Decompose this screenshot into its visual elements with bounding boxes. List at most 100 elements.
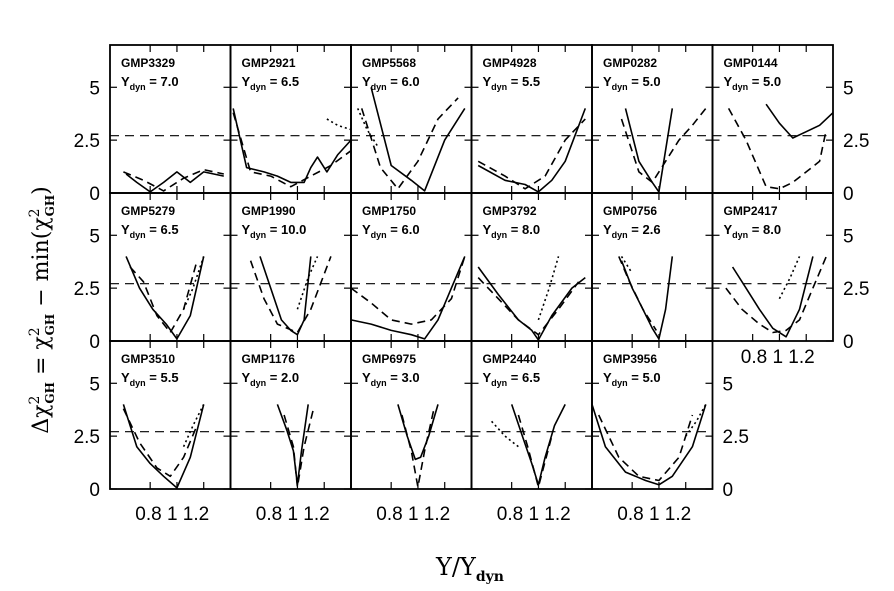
series-dotted [620, 255, 633, 274]
panel-tdyn: Υdyn = 10.0 [242, 222, 307, 240]
y-tick-label: 2.5 [74, 279, 100, 300]
y-tick-label: 0 [89, 332, 100, 353]
x-tick-labels: 0.8 1 1.2 [376, 504, 450, 525]
panel-GMP2921: GMP2921 Υdyn = 6.5 [229, 44, 352, 194]
panel-tdyn: Υdyn = 5.5 [483, 74, 541, 92]
x-tick-labels: 0.8 1 1.2 [135, 504, 209, 525]
panel-tdyn: Υdyn = 6.5 [483, 370, 541, 388]
series-dashed [249, 256, 332, 334]
y-tick-label-right: 2.5 [843, 131, 869, 152]
series-dashed [620, 107, 707, 184]
panel-GMP1990: GMP1990 Υdyn = 10.0 [229, 192, 352, 342]
panel-name: GMP2417 [724, 204, 778, 218]
panel-GMP1176: GMP1176 Υdyn = 2.0 0.8 1 1.2 [229, 340, 352, 525]
x-tick-labels-top: 0.8 1 1.2 [741, 347, 815, 368]
series-dotted [296, 256, 319, 310]
panel-name: GMP3329 [121, 56, 175, 70]
panel-name: GMP1176 [242, 352, 296, 366]
series-solid [620, 256, 674, 340]
series-solid [350, 256, 466, 340]
panel-name: GMP3792 [483, 204, 537, 218]
series-solid [125, 171, 224, 193]
panel-name: GMP0756 [603, 204, 657, 218]
y-tick-label: 0 [89, 184, 100, 205]
panel-name: GMP0282 [603, 56, 657, 70]
series-dashed [350, 256, 466, 325]
y-tick-label: 5 [89, 226, 100, 247]
panel-tdyn: Υdyn = 5.0 [724, 74, 782, 92]
y-tick-label-right: 2.5 [723, 427, 749, 448]
y-tick-label: 5 [89, 78, 100, 99]
series-solid [259, 256, 312, 336]
panel-GMP2417: GMP2417 Υdyn = 8.0 [711, 192, 834, 342]
panel-tdyn: Υdyn = 7.0 [121, 74, 179, 92]
series-solid [477, 108, 587, 193]
series-dashed [477, 118, 586, 190]
series-solid [122, 404, 205, 489]
panel-GMP5568: GMP5568 Υdyn = 6.0 [350, 44, 473, 194]
series-solid [232, 108, 352, 184]
panel-GMP4928: GMP4928 Υdyn = 5.5 [470, 44, 593, 194]
series-dashed [725, 256, 828, 334]
panel-tdyn: Υdyn = 6.0 [362, 74, 420, 92]
panel-tdyn: Υdyn = 8.0 [724, 222, 782, 240]
panel-tdyn: Υdyn = 6.0 [362, 222, 420, 240]
series-solid [765, 103, 834, 139]
y-tick-label-right: 5 [843, 226, 854, 247]
series-dashed [360, 97, 459, 190]
y-axis-label: Δχ2GH = χ2GH − min(χ2GH) [27, 186, 57, 434]
panel-GMP5279: GMP5279 Υdyn = 6.5 0 2.5 5 [74, 192, 232, 353]
panel-GMP0282: GMP0282 Υdyn = 5.0 [591, 44, 714, 194]
series-dotted [182, 404, 205, 448]
series-dotted [537, 256, 560, 321]
panel-GMP3510: GMP3510 Υdyn = 5.5 0 2.5 5 0.8 1 1.2 [74, 340, 232, 525]
series-dashed [129, 260, 198, 334]
series-solid [477, 266, 586, 341]
series-solid [510, 404, 566, 486]
series-dashed [618, 256, 657, 331]
panel-name: GMP4928 [483, 56, 537, 70]
y-tick-label: 2.5 [74, 131, 100, 152]
y-tick-label-right: 0 [843, 184, 854, 205]
panel-name: GMP2921 [242, 56, 296, 70]
x-tick-labels: 0.8 1 1.2 [256, 504, 330, 525]
panel-tdyn: Υdyn = 2.6 [603, 222, 661, 240]
x-tick-labels: 0.8 1 1.2 [497, 504, 571, 525]
series-solid [125, 256, 205, 340]
panel-tdyn: Υdyn = 8.0 [483, 222, 541, 240]
panel-GMP6975: GMP6975 Υdyn = 3.0 0.8 1 1.2 [350, 340, 473, 525]
series-dotted [182, 256, 205, 310]
series-dashed [401, 408, 435, 488]
panel-GMP3329: GMP3329 Υdyn = 7.0 0 2.5 5 [74, 44, 232, 205]
panel-GMP1750: GMP1750 Υdyn = 6.0 [350, 192, 473, 342]
panel-tdyn: Υdyn = 6.5 [121, 222, 179, 240]
panel-name: GMP3956 [603, 352, 657, 366]
x-axis-label: Υ/Υdyn [435, 553, 504, 585]
panel-GMP0756: GMP0756 Υdyn = 2.6 [591, 192, 714, 342]
y-tick-label-right: 0 [723, 480, 734, 501]
series-dotted [356, 108, 379, 147]
panel-name: GMP1750 [362, 204, 416, 218]
panel-GMP0144: GMP0144 Υdyn = 5.0 [711, 44, 834, 194]
y-tick-label: 0 [89, 480, 100, 501]
series-solid [591, 404, 707, 486]
series-dashed [597, 414, 694, 482]
panel-GMP2440: GMP2440 Υdyn = 6.5 0.8 1 1.2 [470, 340, 593, 525]
y-tick-label-right: 2.5 [843, 279, 869, 300]
series-dotted [778, 256, 801, 300]
y-tick-label-right: 5 [723, 374, 734, 395]
y-tick-label: 2.5 [74, 427, 100, 448]
y-tick-label-right: 5 [843, 78, 854, 99]
panel-tdyn: Υdyn = 5.5 [121, 370, 179, 388]
panel-name: GMP2440 [483, 352, 537, 366]
panel-tdyn: Υdyn = 5.0 [603, 74, 661, 92]
series-dotted [326, 118, 352, 131]
series-dashed [477, 277, 580, 336]
series-dashed [727, 108, 828, 190]
series-solid [731, 256, 814, 338]
series-dashed [123, 168, 224, 192]
x-tick-labels: 0.8 1 1.2 [617, 504, 691, 525]
series-dotted [491, 420, 519, 448]
panel-GMP3956: GMP3956 Υdyn = 5.0 0.8 1 1.2 [591, 340, 714, 525]
